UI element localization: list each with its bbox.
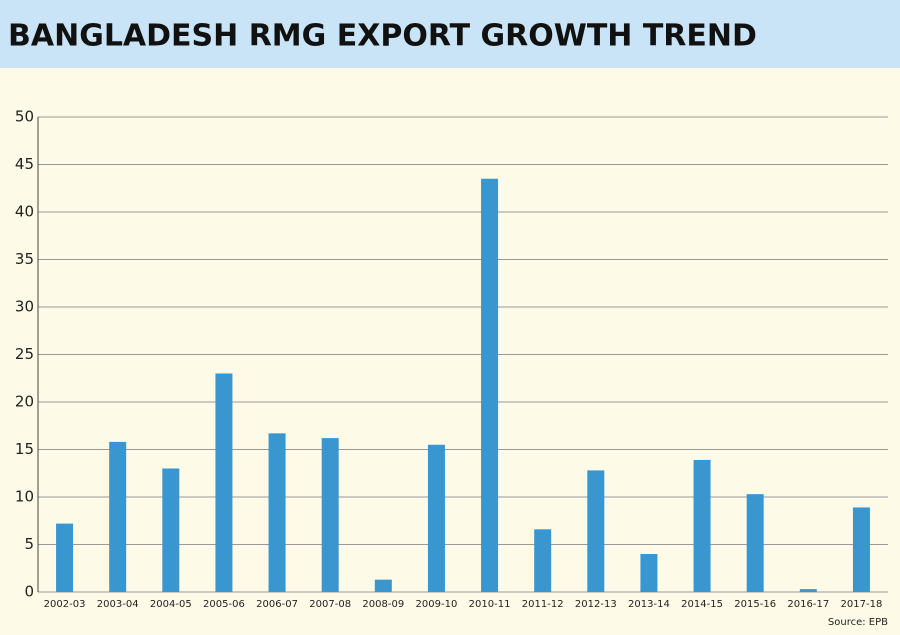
bar [215,373,233,592]
x-tick-label: 2017-18 [841,599,883,610]
bar [534,529,552,592]
x-tick-label: 2015-16 [734,599,776,610]
x-tick-label: 2016-17 [787,599,829,610]
x-tick-label: 2002-03 [44,599,86,610]
y-tick-label: 30 [15,298,34,316]
x-tick-label: 2014-15 [681,599,723,610]
y-tick-label: 5 [24,535,34,553]
y-tick-label: 25 [15,345,34,363]
y-tick-label: 45 [15,155,34,173]
bar [746,494,764,592]
y-tick-label: 10 [15,488,34,506]
x-tick-label: 2004-05 [150,599,192,610]
y-tick-label: 40 [15,203,34,221]
source-note: Source: EPB [828,617,888,628]
bar [799,589,817,592]
bar [162,468,180,592]
x-tick-label: 2011-12 [522,599,564,610]
x-tick-label: 2005-06 [203,599,245,610]
x-tick-label: 2012-13 [575,599,617,610]
y-tick-label: 15 [15,440,34,458]
x-tick-label: 2007-08 [309,599,351,610]
y-tick-label: 50 [15,108,34,126]
bar [374,579,392,592]
x-tick-label: 2003-04 [97,599,139,610]
bar [693,459,711,592]
bar [587,470,605,592]
x-tick-label: 2010-11 [469,599,511,610]
bar [109,441,127,592]
x-tick-label: 2006-07 [256,599,298,610]
x-tick-label: 2008-09 [362,599,404,610]
bar [268,433,286,592]
bar [56,523,74,592]
y-tick-label: 0 [24,583,34,601]
bar [427,444,445,592]
title-banner [0,0,900,68]
x-tick-label: 2009-10 [416,599,458,610]
bar [852,507,870,592]
y-tick-label: 35 [15,250,34,268]
chart-title: BANGLADESH RMG EXPORT GROWTH TREND [8,19,757,54]
y-tick-label: 20 [15,393,34,411]
bar [640,554,658,592]
bar [481,178,499,592]
bar [321,438,339,592]
x-tick-label: 2013-14 [628,599,670,610]
